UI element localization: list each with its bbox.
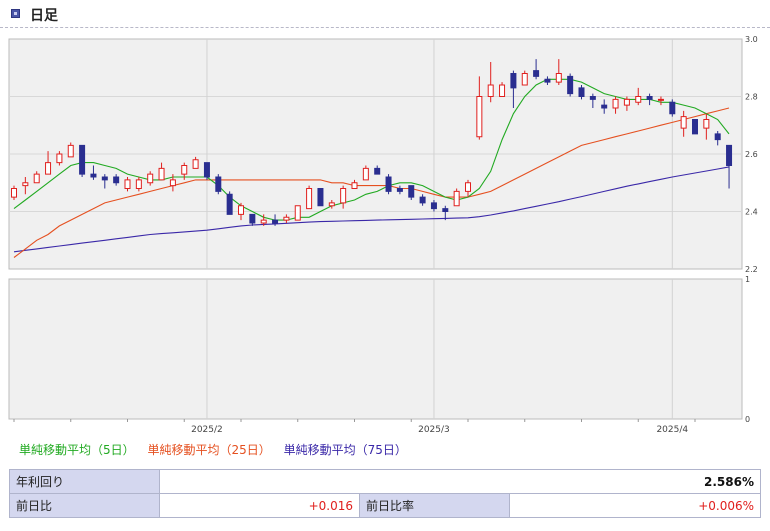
candle-body-down [408,185,415,198]
change-rate-value: +0.006% [509,493,761,518]
candle-body-down [669,101,676,115]
info-row-change: 前日比 +0.016 前日比率 +0.006% [9,493,761,518]
y-tick-label: 2.2 [745,265,758,274]
candle-body-down [226,193,233,215]
square-icon [11,9,20,18]
candle-body-down [419,196,426,204]
candle-body-down [430,202,437,210]
candle-body-down [601,104,608,109]
candle-body-down [714,133,721,141]
candle-body-down [317,188,324,207]
candle-body-up [45,162,52,175]
candle-body-down [374,167,381,175]
candle-body-up [680,116,687,129]
candlestick-chart: 2.2 2.4 2.6 2.8 3.0 0 1 2025/2 2025/3 2025/4 [8,35,758,435]
chart-legend: 単純移動平均（5日） 単純移動平均（25日） 単純移動平均（75日） [19,441,416,458]
section-header: 日足 [0,0,770,28]
candle-body-down [589,96,596,100]
candle-body-up [22,182,29,187]
y-tick-label: 3.0 [745,35,758,44]
candle-body-up [499,84,506,97]
candle-body-up [362,167,369,181]
candle-body-up [238,205,244,215]
candle-body-up [476,96,483,138]
ma75-line [13,166,730,253]
yield-value: 2.586% [159,469,761,494]
yield-label: 年利回り [9,469,160,494]
change-value: +0.016 [159,493,360,518]
candle-body-up [340,188,347,204]
candle-body-down [249,213,256,224]
candle-body-up [147,173,154,184]
sub-y-tick-label: 0 [745,415,750,424]
candle-body-up [158,167,165,181]
candle-body-down [726,144,733,166]
candle-body-up [555,73,562,83]
candle-body-up [181,165,188,175]
candle-body-down [79,144,86,175]
sub-y-tick-label: 1 [745,275,750,284]
candle-body-down [113,176,120,184]
ma25-line [13,107,730,258]
change-rate-label: 前日比率 [359,493,510,518]
x-tick-label: 2025/4 [656,425,688,435]
candle-body-down [396,188,403,192]
info-row-yield: 年利回り 2.586% [9,469,761,494]
candle-body-up [351,182,358,189]
candle-body-down [567,75,574,95]
candle-body-up [124,179,131,189]
candle-body-up [56,153,63,164]
candle-body-down [90,173,97,178]
candle-body-up [135,179,142,189]
y-tick-label: 2.6 [745,150,758,159]
candle-body-up [169,179,176,187]
candle-body-up [623,98,630,106]
legend-ma5: 単純移動平均（5日） [19,443,135,457]
candle-body-down [578,87,585,97]
candle-body-up [306,188,313,210]
candle-body-down [272,219,279,224]
y-tick-label: 2.8 [745,93,758,102]
legend-ma75: 単純移動平均（75日） [283,443,407,457]
ma5-line [13,78,730,221]
candle-body-down [203,162,210,178]
section-title: 日足 [30,8,58,24]
candle-body-up [635,96,642,103]
candle-body-up [294,205,301,221]
candle-body-down [101,176,108,181]
change-label: 前日比 [9,493,160,518]
x-tick-label: 2025/3 [418,425,450,435]
candle-body-up [260,219,267,224]
candle-body-down [544,78,551,83]
candle-body-up [67,144,74,158]
candle-body-down [646,96,653,100]
candle-body-up [657,98,664,101]
y-tick-label: 2.4 [745,208,758,217]
candle-body-up [465,182,471,192]
candle-body-down [385,176,392,192]
candle-body-up [11,188,17,198]
candle-body-up [487,84,494,97]
candle-body-down [215,176,222,192]
x-tick-label: 2025/2 [191,425,223,435]
info-table: 年利回り 2.586% 前日比 +0.016 前日比率 +0.006% [9,469,761,518]
candle-body-up [283,216,290,221]
candle-body-down [533,70,540,77]
candle-body-up [521,73,528,86]
candle-body-down [442,208,449,212]
legend-ma25: 単純移動平均（25日） [147,443,271,457]
candle-body-up [703,119,710,129]
candle-body-up [453,190,460,207]
candle-body-down [692,119,698,135]
candle-body-up [192,159,199,169]
candle-body-up [612,98,619,109]
candle-body-up [33,173,40,184]
sub-plot-area [8,278,743,420]
candle-body-up [328,202,335,207]
candle-body-down [510,73,517,89]
